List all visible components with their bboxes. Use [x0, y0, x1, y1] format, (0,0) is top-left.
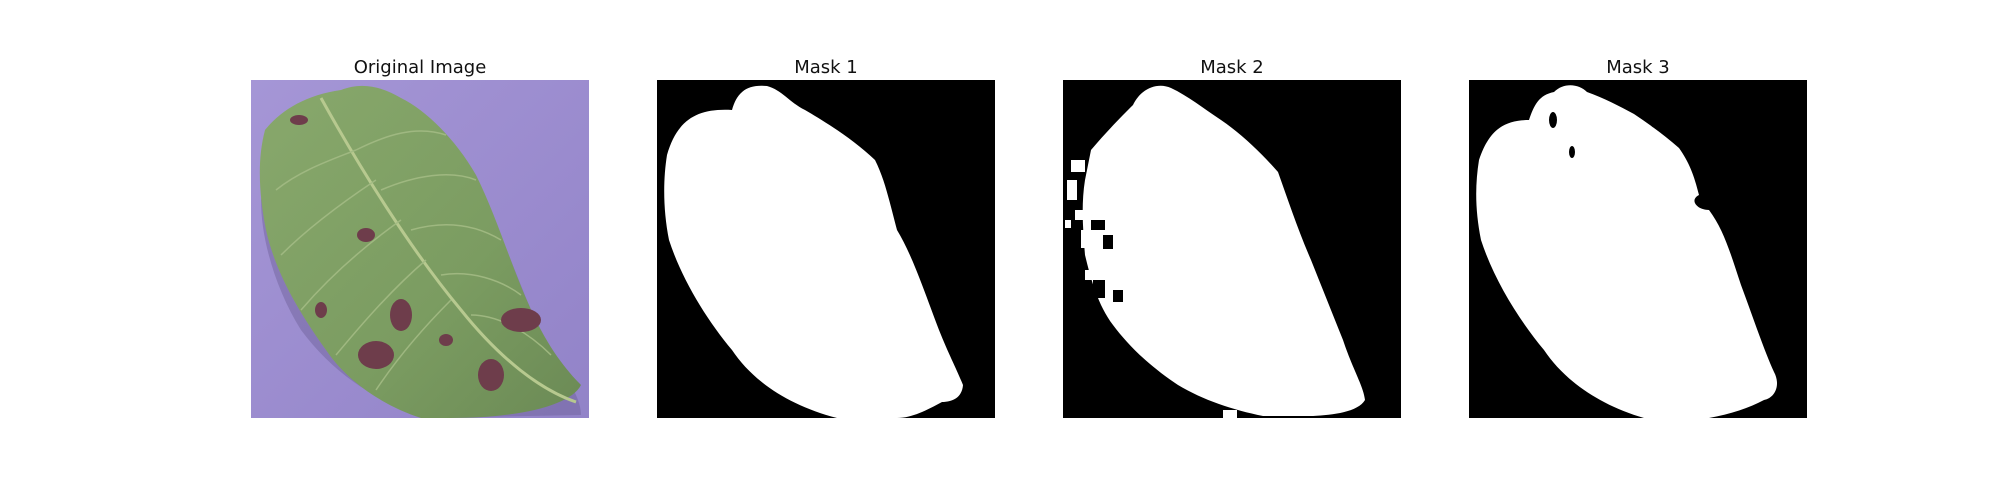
panel-mask-1: Mask 1 [657, 56, 995, 418]
panel-mask-3: Mask 3 [1469, 56, 1807, 418]
mask-2-image [1063, 80, 1401, 418]
mask-3-shape [1476, 85, 1778, 418]
mask-1-image [657, 80, 995, 418]
panel-title: Mask 1 [794, 57, 858, 78]
mask-3-holes [1549, 112, 1575, 158]
mask-2-noise [1065, 160, 1285, 418]
panel-original-image: Original Image [251, 56, 589, 418]
lesion-spots [290, 115, 541, 391]
panel-title: Mask 3 [1606, 57, 1670, 78]
panel-mask-2: Mask 2 [1063, 56, 1401, 418]
panel-title: Original Image [353, 57, 487, 78]
panel-title: Mask 2 [1200, 57, 1264, 78]
mask-1-shape [664, 85, 963, 418]
mask-2-shape [1082, 85, 1365, 416]
mask-3-image [1469, 80, 1807, 418]
leaf-shape [259, 85, 581, 418]
original-leaf-image [251, 80, 589, 418]
